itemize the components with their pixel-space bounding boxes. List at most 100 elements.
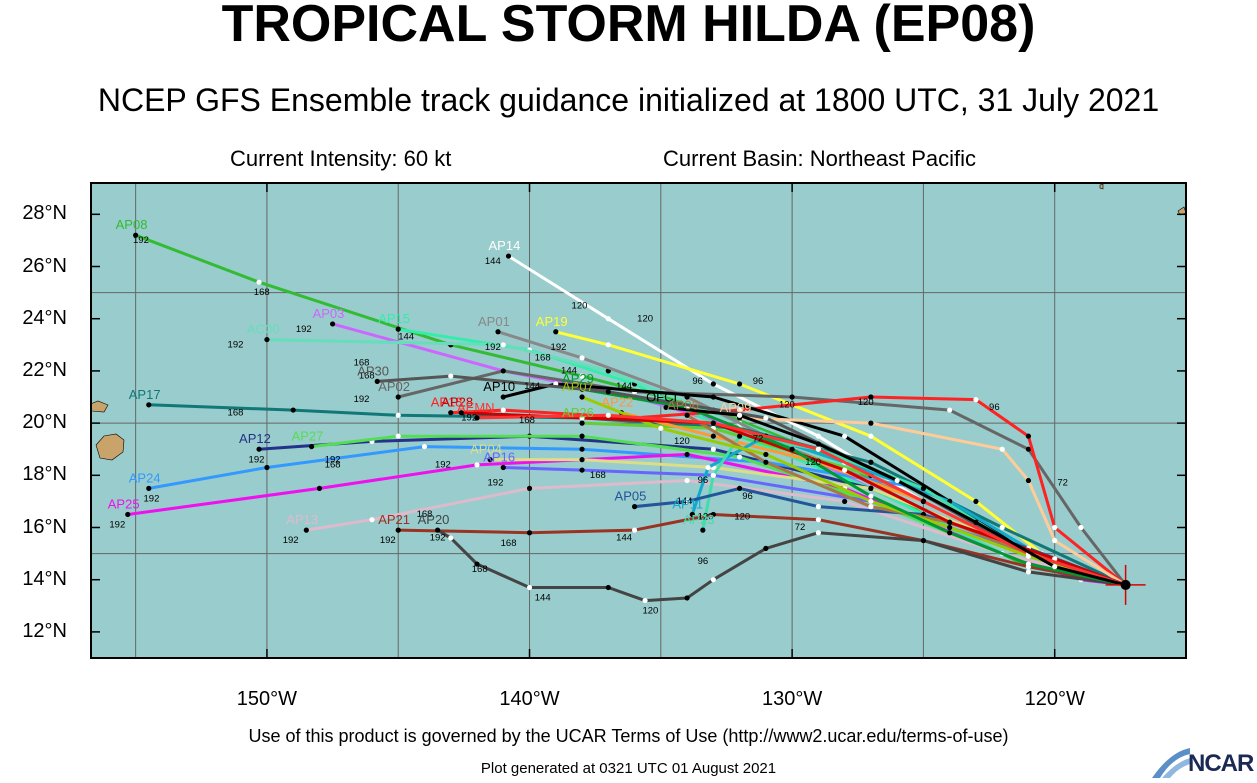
track-point — [868, 504, 874, 510]
track-line-ap02 — [397, 369, 1127, 586]
track-point — [474, 462, 480, 468]
track-point — [500, 342, 506, 348]
track-point — [815, 517, 821, 523]
ncar-logo-icon — [1152, 748, 1190, 778]
track-name-ap23: AP23 — [683, 512, 715, 527]
track-point — [815, 433, 821, 439]
track-name-ap06: AP06 — [667, 397, 699, 412]
track-point — [329, 321, 336, 327]
track-point — [736, 433, 743, 439]
track-point — [579, 373, 585, 379]
track-point — [868, 493, 874, 499]
forecast-hour-label: 168 — [254, 287, 270, 298]
lat-label: 22°N — [22, 358, 67, 381]
forecast-hour-label: 192 — [133, 235, 149, 246]
track-name-ap05: AP05 — [615, 489, 647, 504]
forecast-hour-label: 120 — [805, 457, 821, 468]
track-name-ap25: AP25 — [108, 496, 140, 511]
track-point — [868, 433, 874, 439]
track-point — [395, 326, 401, 332]
track-point — [125, 511, 131, 518]
forecast-hour-label: 120 — [642, 606, 658, 617]
track-point — [736, 454, 743, 460]
forecast-hour-label: 144 — [616, 533, 632, 544]
forecast-hour-label: 120 — [858, 397, 874, 408]
current-position-marker — [1105, 564, 1146, 605]
track-point — [1052, 524, 1058, 531]
forecast-hour-label: 192 — [551, 342, 567, 353]
track-point — [290, 407, 296, 413]
track-name-ap10: AP10 — [483, 379, 515, 394]
track-point — [710, 381, 716, 387]
forecast-hour-label: 168 — [325, 459, 341, 470]
forecast-hour-label: 120 — [779, 399, 795, 410]
track-point — [710, 420, 716, 426]
forecast-hour-label: 192 — [380, 535, 396, 546]
track-point — [999, 524, 1005, 531]
forecast-hour-label: 120 — [674, 436, 690, 447]
forecast-hour-label: 72 — [1057, 478, 1068, 489]
track-point — [736, 412, 743, 418]
track-point — [579, 433, 585, 439]
track-name-ofci: OFCI — [646, 389, 677, 404]
forecast-hour-label: 192 — [249, 454, 265, 465]
track-name-ap16: AP16 — [483, 449, 515, 464]
track-name-ap07: AP07 — [562, 379, 594, 394]
track-point — [264, 464, 270, 471]
forecast-hour-label: 192 — [430, 533, 446, 544]
forecast-hour-label: 120 — [734, 512, 750, 523]
track-point — [868, 459, 874, 465]
forecast-hour-label: 144 — [535, 593, 551, 604]
track-point — [421, 443, 428, 450]
track-point — [474, 561, 480, 567]
track-name-ap01: AP01 — [478, 314, 510, 329]
track-point — [684, 498, 690, 505]
track-name-ap09: AP09 — [720, 400, 752, 415]
track-point — [999, 446, 1005, 452]
track-point — [395, 394, 401, 400]
track-name-ap29: AP29 — [562, 371, 594, 386]
track-point — [256, 446, 262, 452]
forecast-hour-label: 192 — [325, 454, 341, 465]
track-name-ap02: AP02 — [378, 379, 410, 394]
track-point — [710, 433, 716, 439]
track-point — [763, 415, 769, 421]
track-point — [1025, 569, 1032, 575]
track-name-ap19: AP19 — [536, 314, 568, 329]
track-point — [736, 381, 743, 387]
track-point — [579, 420, 585, 426]
plot-generated-time: Plot generated at 0321 UTC 01 August 202… — [480, 760, 777, 777]
track-point — [920, 537, 927, 544]
forecast-hour-label: 192 — [435, 459, 451, 470]
current-position-dot — [1120, 579, 1131, 590]
track-point — [710, 472, 716, 478]
track-point — [842, 467, 848, 473]
track-point — [710, 446, 716, 452]
track-point — [553, 329, 559, 335]
islet — [1099, 183, 1104, 190]
terms-of-use: Use of this product is governed by the U… — [248, 726, 1009, 746]
lat-label: 18°N — [22, 463, 67, 486]
forecast-hour-label: 144 — [677, 496, 693, 507]
track-point — [435, 527, 441, 533]
track-point — [663, 404, 669, 411]
track-name-ap26: AP26 — [562, 405, 594, 420]
track-point — [1025, 561, 1032, 567]
track-line-ap21 — [398, 513, 1126, 587]
forecast-hour-label: 144 — [485, 256, 501, 267]
track-point — [1025, 446, 1032, 452]
forecast-hour-label: 192 — [461, 413, 477, 424]
track-point — [736, 485, 743, 491]
track-point — [894, 477, 900, 484]
forecast-hour-label: 192 — [144, 493, 160, 504]
track-point — [920, 498, 927, 505]
forecast-hour-label: 168 — [228, 407, 244, 418]
track-point — [146, 402, 152, 408]
track-point — [526, 530, 533, 536]
page-subtitle: NCEP GFS Ensemble track guidance initial… — [97, 82, 1160, 118]
track-point — [973, 519, 979, 525]
track-point — [710, 577, 716, 583]
track-point — [789, 394, 795, 400]
lon-label: 130°W — [761, 688, 823, 710]
track-point — [763, 451, 769, 458]
